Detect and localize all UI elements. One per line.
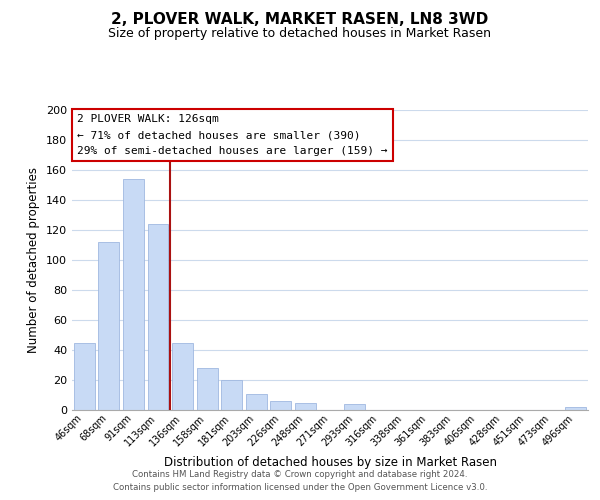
Bar [295, 402, 316, 410]
Bar [172, 342, 193, 410]
Bar [565, 407, 586, 410]
Bar [344, 404, 365, 410]
Y-axis label: Number of detached properties: Number of detached properties [28, 167, 40, 353]
Text: 2, PLOVER WALK, MARKET RASEN, LN8 3WD: 2, PLOVER WALK, MARKET RASEN, LN8 3WD [112, 12, 488, 28]
Text: Size of property relative to detached houses in Market Rasen: Size of property relative to detached ho… [109, 28, 491, 40]
Bar [148, 224, 169, 410]
Text: 2 PLOVER WALK: 126sqm
← 71% of detached houses are smaller (390)
29% of semi-det: 2 PLOVER WALK: 126sqm ← 71% of detached … [77, 114, 388, 156]
X-axis label: Distribution of detached houses by size in Market Rasen: Distribution of detached houses by size … [163, 456, 497, 469]
Bar [246, 394, 267, 410]
Bar [98, 242, 119, 410]
Bar [271, 401, 292, 410]
Bar [123, 179, 144, 410]
Bar [197, 368, 218, 410]
Bar [221, 380, 242, 410]
Text: Contains HM Land Registry data © Crown copyright and database right 2024.
Contai: Contains HM Land Registry data © Crown c… [113, 470, 487, 492]
Bar [74, 342, 95, 410]
